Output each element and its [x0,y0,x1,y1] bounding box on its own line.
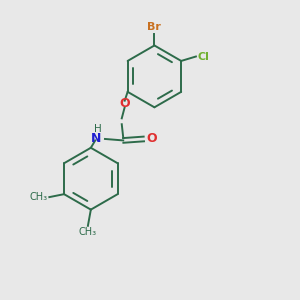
Text: Br: Br [148,22,161,32]
Text: CH₃: CH₃ [79,227,97,237]
Text: H: H [94,124,102,134]
Text: Cl: Cl [197,52,209,61]
Text: O: O [147,133,158,146]
Text: O: O [119,97,130,110]
Text: N: N [91,133,101,146]
Text: CH₃: CH₃ [30,192,48,202]
